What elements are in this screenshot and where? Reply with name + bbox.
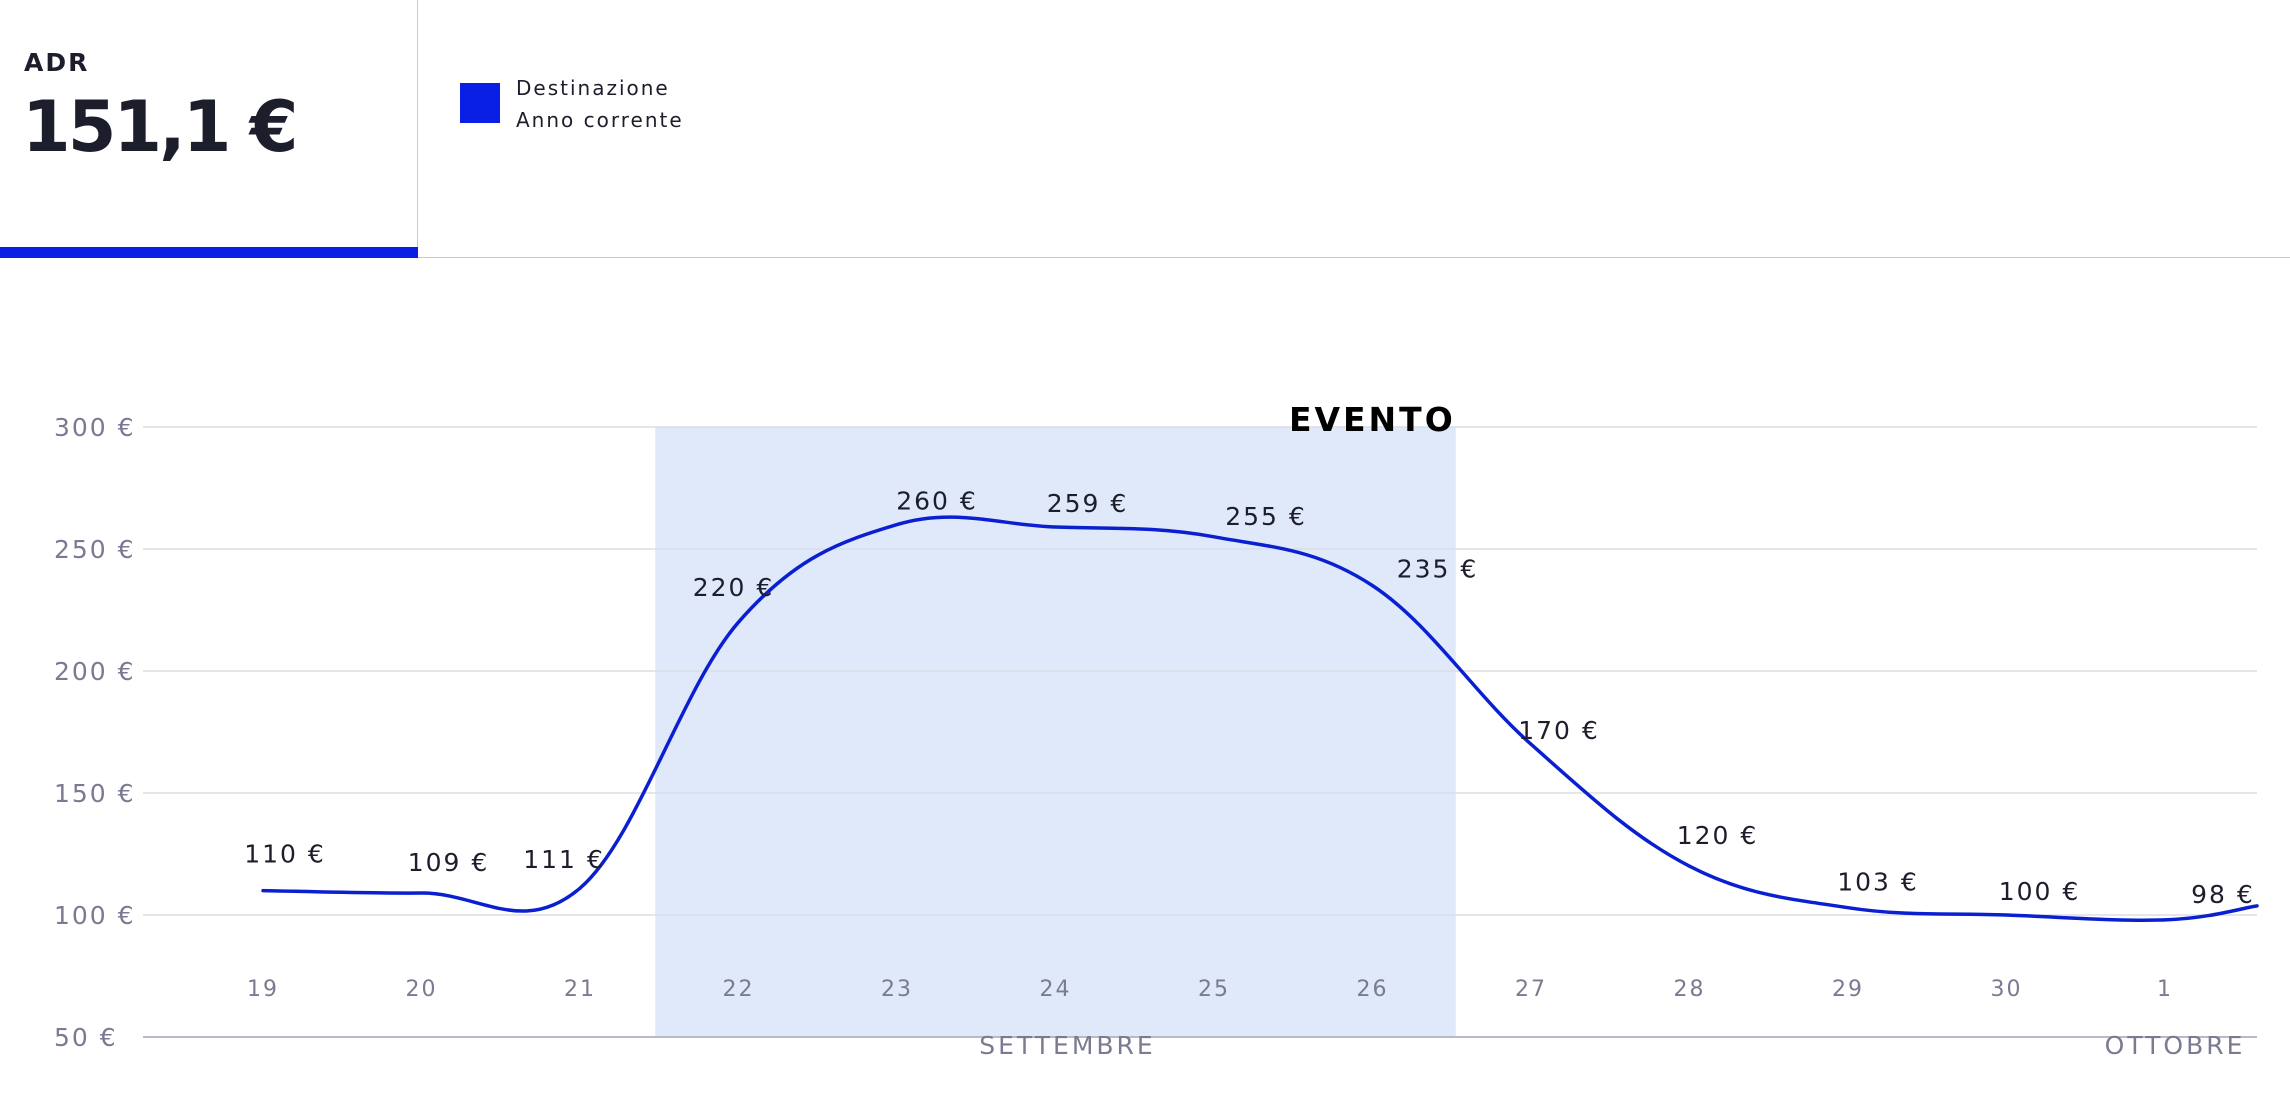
- data-label: 170 €: [1518, 716, 1600, 745]
- x-tick-label: 23: [881, 977, 913, 1002]
- kpi-active-indicator: [0, 247, 418, 258]
- kpi-label: ADR: [24, 48, 90, 77]
- header-bar: ADR 151,1 € Destinazione Anno corrente: [0, 0, 2290, 258]
- legend-swatch: [460, 83, 500, 123]
- x-tick-label: 20: [406, 977, 438, 1002]
- x-tick-label: 26: [1357, 977, 1389, 1002]
- data-label: 259 €: [1047, 489, 1129, 518]
- data-label: 100 €: [1999, 877, 2081, 906]
- x-tick-label: 19: [247, 977, 279, 1002]
- data-label: 110 €: [244, 840, 326, 869]
- y-tick-label: 150 €: [54, 779, 136, 808]
- data-label: 103 €: [1837, 868, 1919, 897]
- y-tick-label: 200 €: [54, 657, 136, 686]
- x-tick-label: 22: [723, 977, 755, 1002]
- kpi-value: 151,1 €: [22, 86, 298, 168]
- x-tick-label: 28: [1674, 977, 1706, 1002]
- data-label: 120 €: [1677, 821, 1759, 850]
- x-tick-label: 24: [1040, 977, 1072, 1002]
- x-tick-label: 27: [1515, 977, 1547, 1002]
- data-label: 260 €: [896, 487, 978, 516]
- event-label: EVENTO: [1289, 400, 1456, 439]
- x-tick-label: 30: [1991, 977, 2023, 1002]
- series-line: [261, 515, 2259, 922]
- y-tick-label: 50 €: [54, 1023, 118, 1052]
- data-label: 111 €: [523, 845, 605, 874]
- data-label: 255 €: [1225, 502, 1307, 531]
- y-tick-label: 250 €: [54, 535, 136, 564]
- kpi-tab-adr[interactable]: ADR 151,1 €: [0, 0, 418, 258]
- legend-line-1: Destinazione: [516, 76, 670, 100]
- legend-line-2: Anno corrente: [516, 108, 684, 132]
- x-tick-label: 21: [564, 977, 596, 1002]
- legend-text: Destinazione Anno corrente: [516, 72, 684, 136]
- data-label: 98 €: [2191, 880, 2255, 909]
- adr-line-chart: 300 € 250 € 200 € 150 € 100 € 50 € EVENTO 19 20 2…: [54, 400, 2259, 1060]
- data-label: 235 €: [1397, 555, 1479, 584]
- month-label: SETTEMBRE: [979, 1031, 1155, 1060]
- data-label: 109 €: [408, 848, 490, 877]
- x-tick-label: 25: [1198, 977, 1230, 1002]
- y-tick-label: 100 €: [54, 901, 136, 930]
- event-band: [655, 427, 1456, 1038]
- x-tick-label: 29: [1832, 977, 1864, 1002]
- data-label: 220 €: [693, 573, 775, 602]
- month-label: OTTOBRE: [2105, 1031, 2246, 1060]
- x-tick-label: 1: [2157, 977, 2173, 1002]
- y-tick-label: 300 €: [54, 413, 136, 442]
